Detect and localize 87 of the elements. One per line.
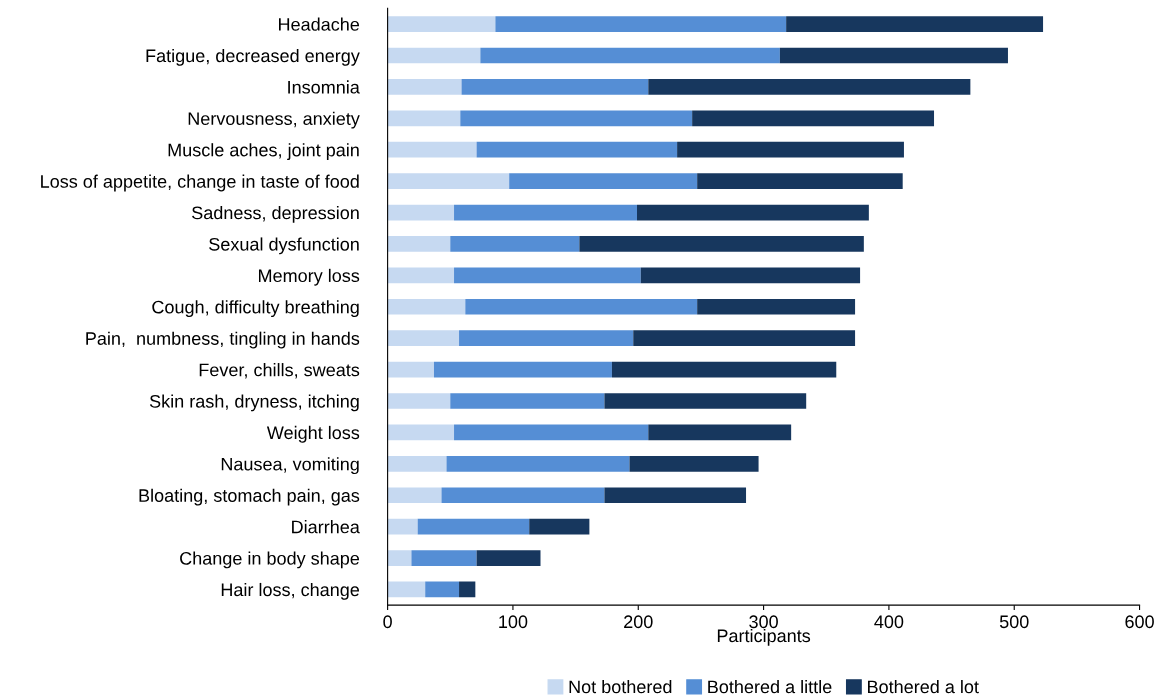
- y-tick-label: Change in body shape: [180, 551, 360, 569]
- bar: [637, 204, 869, 221]
- bar: [692, 110, 935, 127]
- bar: [529, 518, 590, 535]
- y-tick-label: Bloating, stomach pain, gas: [139, 488, 360, 506]
- bar: [509, 173, 698, 189]
- bar: [611, 361, 837, 378]
- bar: [387, 267, 455, 284]
- bar: [459, 581, 476, 598]
- bar: [387, 173, 510, 189]
- bar: [697, 173, 903, 189]
- x-axis-title: Participants: [717, 628, 811, 646]
- bar: [387, 550, 412, 566]
- bar: [640, 267, 861, 284]
- bar: [648, 79, 971, 95]
- x-tick-label: 300: [749, 615, 778, 629]
- bar: [433, 361, 612, 378]
- bar: [387, 141, 477, 158]
- y-tick-label: Fever, chills, sweats: [199, 363, 360, 379]
- y-tick-label: Headache: [279, 17, 360, 31]
- bar: [476, 141, 678, 158]
- x-tick-label: 600: [1125, 615, 1154, 629]
- bar: [579, 236, 864, 252]
- legend-label: Not bothered: [569, 680, 672, 694]
- bar: [441, 487, 605, 504]
- bar: [786, 16, 1044, 32]
- bar: [480, 47, 780, 64]
- y-tick-label: Diarrhea: [292, 520, 360, 534]
- x-tick-label: 200: [624, 615, 653, 629]
- bar: [387, 393, 451, 409]
- y-tick-label: Cough, difficulty breathing: [152, 300, 359, 318]
- y-tick-label: Loss of appetite, change in taste of food: [41, 174, 359, 192]
- bar: [425, 581, 460, 598]
- bar: [779, 47, 1008, 64]
- bar: [411, 550, 477, 566]
- y-tick-label: Memory loss: [258, 268, 360, 286]
- bar: [677, 141, 904, 158]
- y-tick-label: Nervousness, anxiety: [188, 111, 360, 129]
- bar: [460, 110, 693, 127]
- x-tick-label: 0: [383, 615, 392, 629]
- bar: [387, 330, 460, 347]
- x-tick-label: 500: [999, 615, 1029, 629]
- y-tick-label: Weight loss: [266, 425, 360, 443]
- bar: [387, 236, 451, 252]
- y-tick-label: Fatigue, decreased energy: [146, 48, 360, 66]
- bar: [387, 581, 426, 598]
- x-tick-label: 400: [874, 615, 904, 629]
- bar: [454, 267, 641, 284]
- bar: [387, 47, 481, 64]
- bar: [387, 298, 466, 315]
- bar: [387, 361, 434, 378]
- y-tick-label: Pain, numbness, tingling in hands: [86, 331, 360, 349]
- y-tick-label: Skin rash, dryness, itching: [149, 394, 359, 412]
- bar: [387, 487, 442, 504]
- legend-label: Bothered a lot: [868, 680, 979, 694]
- y-tick-label: Insomnia: [288, 80, 360, 94]
- bar: [417, 518, 530, 535]
- bar: [450, 393, 605, 409]
- bar: [495, 16, 787, 32]
- bar: [476, 550, 541, 566]
- bar: [387, 455, 447, 472]
- bar: [465, 298, 698, 315]
- bar: [387, 518, 418, 535]
- bar: [387, 204, 455, 221]
- bar: [461, 79, 649, 95]
- bar: [454, 204, 638, 221]
- bar: [604, 487, 747, 504]
- y-tick-label: Nausea, vomiting: [221, 457, 359, 475]
- bar: [648, 424, 792, 441]
- bar: [454, 424, 649, 441]
- bar: [633, 330, 856, 347]
- bar: [387, 424, 455, 441]
- bar: [459, 330, 634, 347]
- y-tick-label: Hair loss, change: [221, 582, 360, 600]
- bar: [387, 16, 496, 32]
- y-tick-label: Sadness, depression: [192, 206, 359, 223]
- bar: [629, 455, 759, 472]
- y-tick-label: Sexual dysfunction: [209, 237, 359, 255]
- legend-label: Bothered a little: [708, 680, 832, 694]
- bar: [604, 393, 807, 409]
- bar: [387, 110, 461, 127]
- x-tick-label: 100: [499, 615, 528, 629]
- bar: [450, 236, 580, 252]
- bar: [446, 455, 630, 472]
- bar: [697, 298, 856, 315]
- bar: [387, 79, 462, 95]
- y-tick-label: Muscle aches, joint pain: [168, 143, 359, 161]
